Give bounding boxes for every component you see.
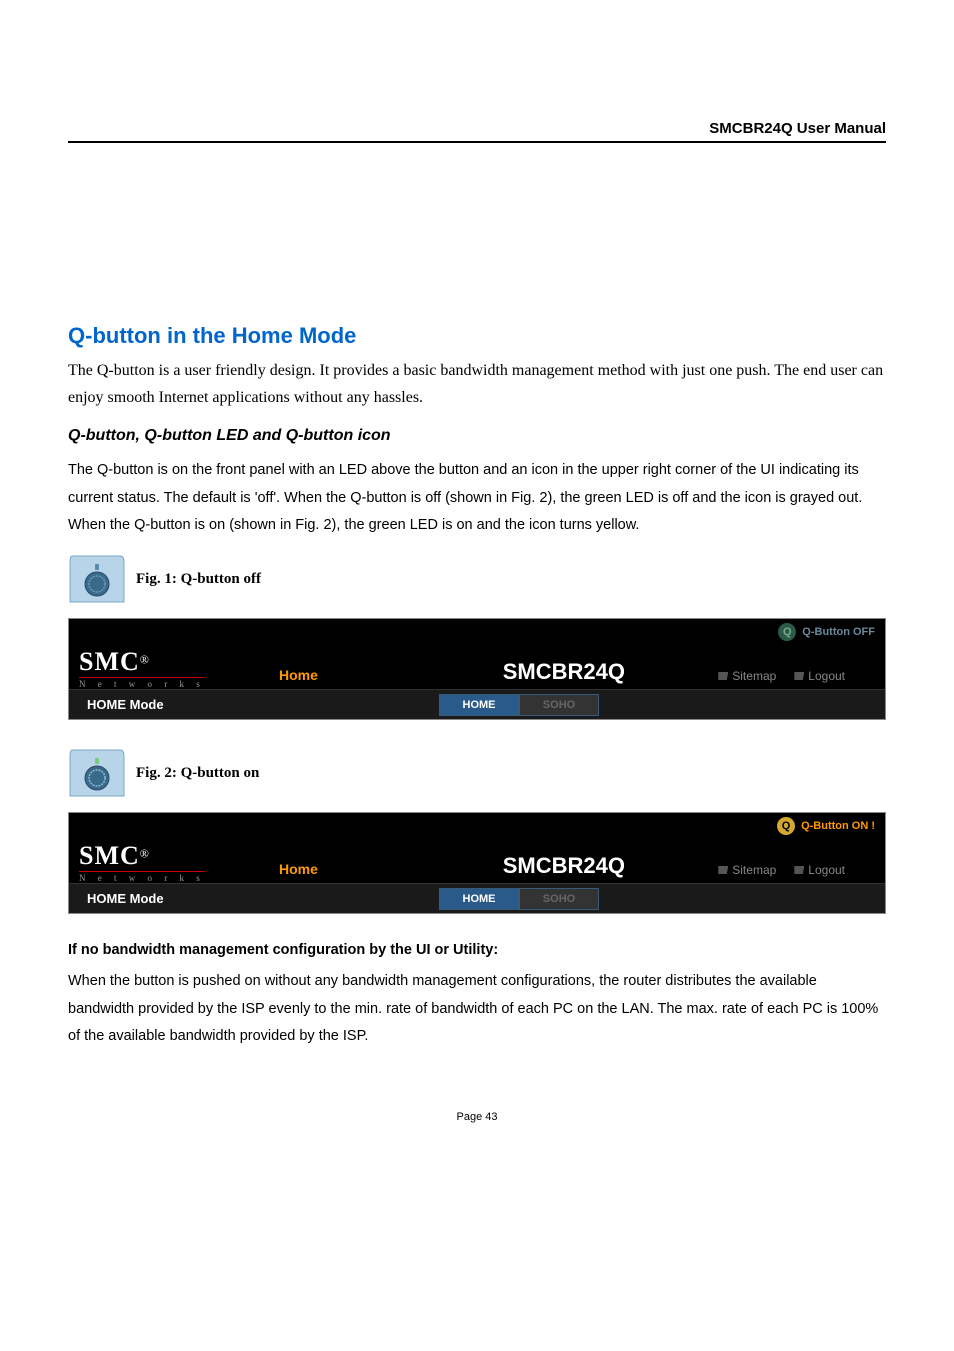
smc-logo: SMC® N e t w o r k s xyxy=(79,649,205,689)
logout-link[interactable]: Logout xyxy=(794,669,845,683)
tab-home[interactable]: HOME xyxy=(439,888,519,910)
tab-soho[interactable]: SOHO xyxy=(519,694,599,716)
q-badge-off-icon: Q xyxy=(778,623,796,641)
doc-title: SMCBR24Q User Manual xyxy=(68,120,886,137)
fig1-caption: Fig. 1: Q-button off xyxy=(136,571,261,588)
ui-qon-screenshot: Q Q-Button ON ! SMC® N e t w o r k s Hom… xyxy=(68,812,886,914)
q-button-on-icon xyxy=(68,748,126,798)
q-button-off-icon xyxy=(68,554,126,604)
model-label: SMCBR24Q xyxy=(503,659,625,685)
mode-label: HOME Mode xyxy=(87,697,164,712)
logout-link[interactable]: Logout xyxy=(794,863,845,877)
header-rule xyxy=(68,141,886,143)
section-intro: The Q-button is a user friendly design. … xyxy=(68,357,886,411)
q-badge-on-icon: Q xyxy=(777,817,795,835)
logo-sub: N e t w o r k s xyxy=(79,871,205,883)
sitemap-link[interactable]: Sitemap xyxy=(718,669,776,683)
logo-sub: N e t w o r k s xyxy=(79,677,205,689)
page-number: Page 43 xyxy=(68,1111,886,1123)
q-status-off-label: Q-Button OFF xyxy=(802,626,875,638)
fig2-row: Fig. 2: Q-button on xyxy=(68,748,886,798)
model-label: SMCBR24Q xyxy=(503,853,625,879)
logo-registered: ® xyxy=(140,653,149,667)
tab-soho[interactable]: SOHO xyxy=(519,888,599,910)
smc-logo: SMC® N e t w o r k s xyxy=(79,843,205,883)
nav-home-link[interactable]: Home xyxy=(279,861,318,877)
nav-home-link[interactable]: Home xyxy=(279,667,318,683)
logo-registered: ® xyxy=(140,847,149,861)
sitemap-link[interactable]: Sitemap xyxy=(718,863,776,877)
after-body: When the button is pushed on without any… xyxy=(68,968,886,1051)
tab-home[interactable]: HOME xyxy=(439,694,519,716)
section-body-1: The Q-button is on the front panel with … xyxy=(68,457,886,540)
fig1-row: Fig. 1: Q-button off xyxy=(68,554,886,604)
after-bold: If no bandwidth management configuration… xyxy=(68,942,886,958)
section-subhead: Q-button, Q-button LED and Q-button icon xyxy=(68,427,886,445)
section-title: Q-button in the Home Mode xyxy=(68,323,886,349)
mode-label: HOME Mode xyxy=(87,891,164,906)
ui-qoff-screenshot: Q Q-Button OFF SMC® N e t w o r k s Home… xyxy=(68,618,886,720)
logo-main: SMC xyxy=(79,647,140,676)
logo-main: SMC xyxy=(79,841,140,870)
fig2-caption: Fig. 2: Q-button on xyxy=(136,765,259,782)
q-status-on-label: Q-Button ON ! xyxy=(801,820,875,832)
